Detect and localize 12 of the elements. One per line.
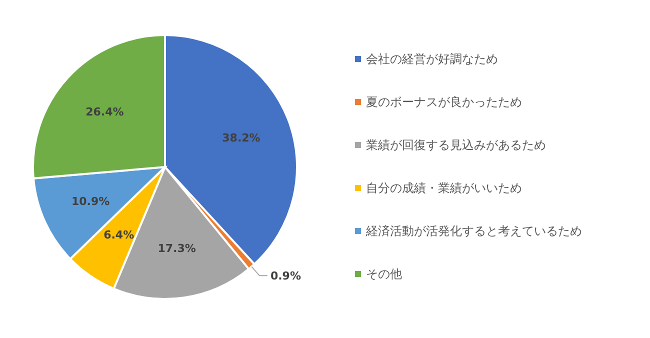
data-label: 10.9% [71, 195, 110, 208]
legend-label: 自分の成績・業績がいいため [366, 181, 522, 195]
data-label: 6.4% [104, 228, 134, 242]
data-label: 38.2% [222, 131, 260, 144]
legend-label: その他 [366, 267, 402, 281]
data-label: 26.4% [86, 106, 124, 119]
legend-label: 夏のボーナスが良かったため [366, 95, 522, 109]
legend-label: 会社の経営が好調なため [366, 52, 498, 66]
legend-label: 経済活動が活発化すると考えているため [365, 224, 582, 238]
data-label: 17.3% [158, 242, 196, 255]
legend-label: 業績が回復する見込みがあるため [366, 138, 546, 152]
data-label: 0.9% [270, 270, 301, 283]
